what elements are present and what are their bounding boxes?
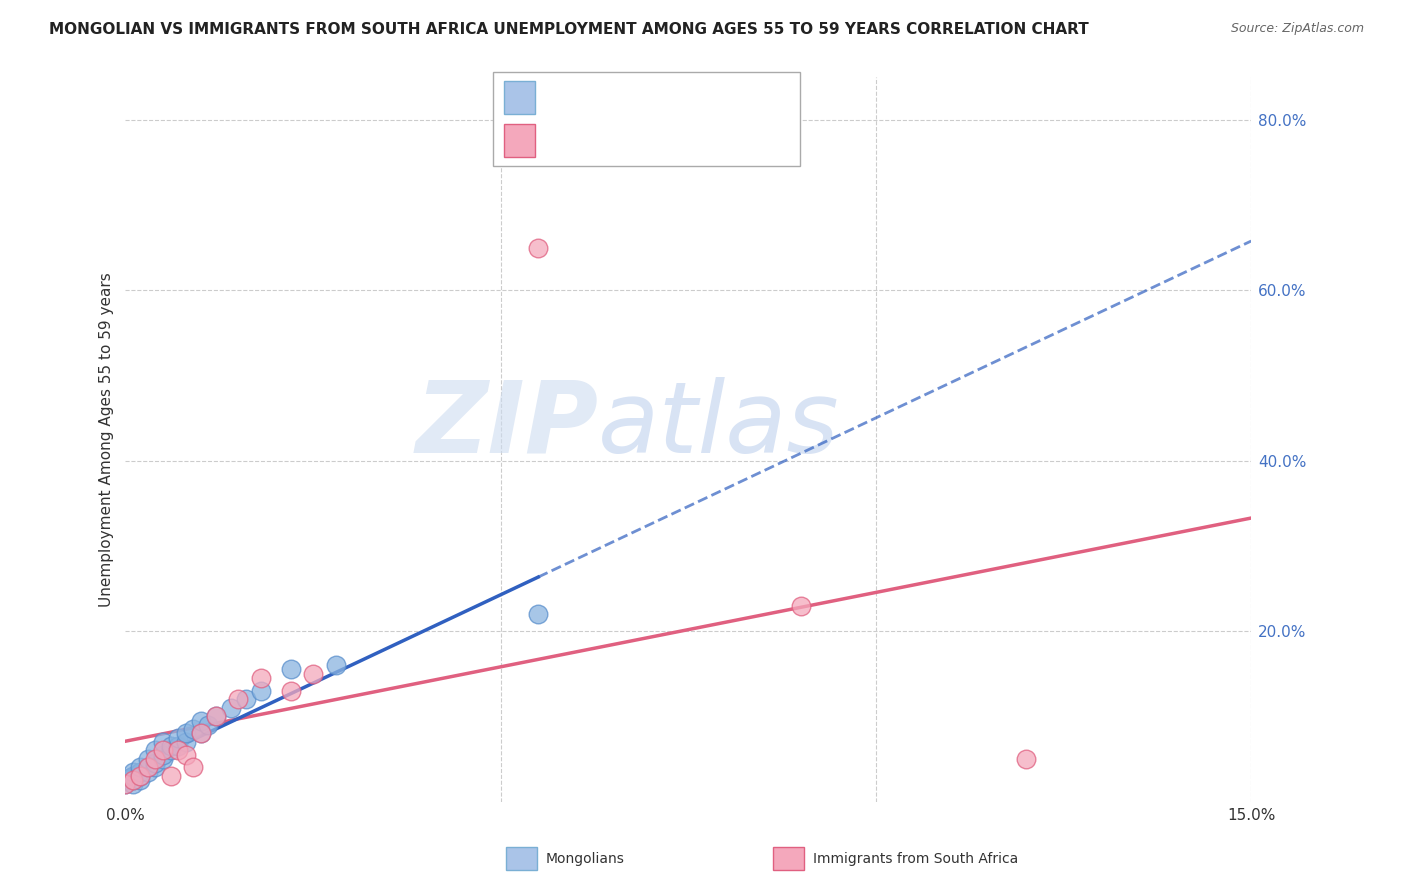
Text: N =: N = — [638, 133, 672, 148]
Point — [167, 743, 190, 757]
Point — [114, 773, 136, 788]
Point — [527, 607, 550, 621]
Point — [167, 731, 190, 745]
Point — [159, 769, 181, 783]
Text: ZIP: ZIP — [415, 376, 599, 474]
Text: Mongolians: Mongolians — [546, 852, 624, 866]
Point — [136, 764, 159, 779]
Point — [145, 760, 167, 774]
Point — [145, 752, 167, 766]
Point — [122, 777, 145, 791]
Point — [136, 752, 159, 766]
Point — [129, 769, 152, 783]
Point — [190, 714, 212, 728]
Text: 0.540: 0.540 — [582, 133, 631, 148]
Point — [280, 683, 302, 698]
Point — [249, 671, 271, 685]
Text: atlas: atlas — [599, 376, 839, 474]
Text: 19: 19 — [676, 133, 697, 148]
Point — [1015, 752, 1038, 766]
Point — [122, 769, 145, 783]
Point — [129, 769, 152, 783]
Point — [190, 726, 212, 740]
Text: 36: 36 — [676, 90, 699, 105]
Point — [152, 743, 174, 757]
Point — [152, 735, 174, 749]
Text: Source: ZipAtlas.com: Source: ZipAtlas.com — [1230, 22, 1364, 36]
Point — [122, 773, 145, 788]
Point — [249, 683, 271, 698]
Point — [145, 743, 167, 757]
Point — [152, 747, 174, 762]
Point — [280, 663, 302, 677]
Point — [114, 777, 136, 791]
Point — [190, 726, 212, 740]
Point — [174, 735, 197, 749]
Point — [122, 773, 145, 788]
Point — [527, 241, 550, 255]
Point — [197, 718, 219, 732]
Point — [159, 743, 181, 757]
Y-axis label: Unemployment Among Ages 55 to 59 years: Unemployment Among Ages 55 to 59 years — [100, 272, 114, 607]
Point — [302, 666, 325, 681]
Text: MONGOLIAN VS IMMIGRANTS FROM SOUTH AFRICA UNEMPLOYMENT AMONG AGES 55 TO 59 YEARS: MONGOLIAN VS IMMIGRANTS FROM SOUTH AFRIC… — [49, 22, 1090, 37]
Point — [129, 764, 152, 779]
Point — [159, 739, 181, 754]
Point — [129, 773, 152, 788]
Point — [114, 777, 136, 791]
Point — [136, 760, 159, 774]
Text: R =: R = — [543, 133, 576, 148]
Point — [174, 726, 197, 740]
Point — [325, 658, 347, 673]
Point — [181, 722, 204, 736]
Point — [226, 692, 249, 706]
Point — [129, 760, 152, 774]
Point — [219, 701, 242, 715]
Point — [167, 739, 190, 754]
Point — [122, 764, 145, 779]
Text: N =: N = — [638, 90, 672, 105]
Text: 0.618: 0.618 — [582, 90, 631, 105]
Point — [790, 599, 813, 613]
Point — [204, 709, 226, 723]
Point — [174, 747, 197, 762]
Point — [152, 752, 174, 766]
Point — [204, 709, 226, 723]
Point — [235, 692, 257, 706]
Text: Immigrants from South Africa: Immigrants from South Africa — [813, 852, 1018, 866]
Point — [181, 760, 204, 774]
Text: R =: R = — [543, 90, 576, 105]
Point — [145, 756, 167, 771]
Point — [136, 760, 159, 774]
